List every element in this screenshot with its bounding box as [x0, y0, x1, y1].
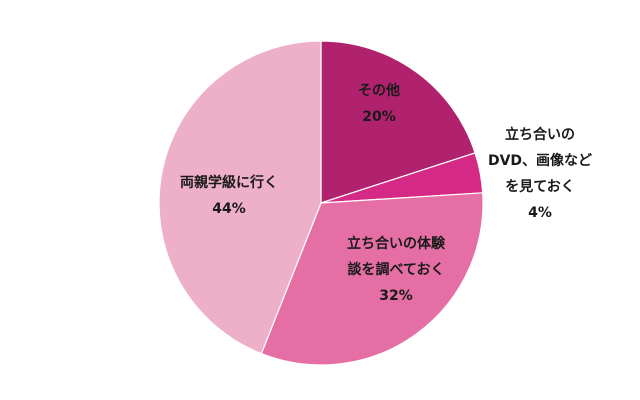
label-value: 4%	[528, 205, 552, 221]
label-text: 談を調べておく	[347, 262, 445, 278]
slice-label-class: 両親学級に行く 44%	[180, 170, 278, 222]
pie-slices	[158, 40, 484, 366]
label-text: その他	[358, 83, 400, 99]
slice-class	[158, 40, 322, 355]
slice-label-other: その他 20%	[358, 78, 400, 130]
label-value: 32%	[379, 288, 413, 304]
slice-experience	[260, 192, 484, 366]
slice-label-experience: 立ち合いの体験 談を調べておく 32%	[347, 231, 445, 309]
label-value: 44%	[212, 201, 246, 217]
label-text: 立ち合いの体験	[347, 236, 445, 252]
slice-other	[320, 40, 476, 204]
label-text: DVD、画像など	[487, 153, 593, 169]
slice-label-dvd: 立ち合いの DVD、画像など を見ておく 4%	[488, 122, 592, 226]
label-value: 20%	[362, 109, 396, 125]
label-text: を見ておく	[505, 179, 575, 195]
label-text: 立ち合いの	[504, 127, 575, 143]
label-text: 両親学級に行く	[180, 175, 278, 191]
